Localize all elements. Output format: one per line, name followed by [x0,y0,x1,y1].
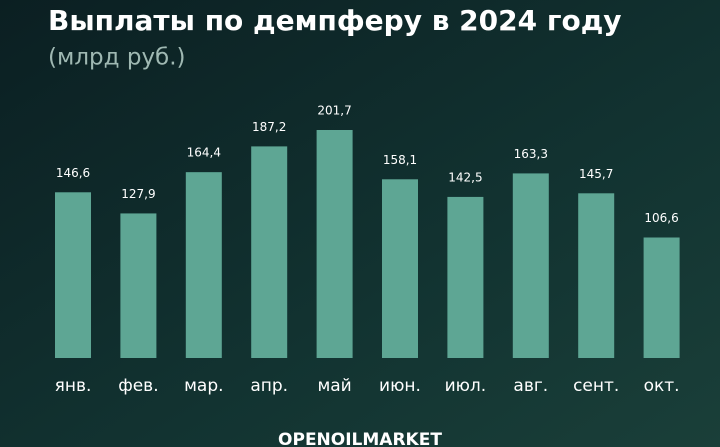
chart-subtitle: (млрд руб.) [48,45,186,71]
x-tick-label: мар. [184,376,223,396]
value-label: 164,4 [187,146,221,160]
value-label: 146,6 [56,166,90,180]
value-label: 201,7 [317,104,351,118]
x-tick-label: авг. [513,376,548,396]
x-tick-label: сент. [573,376,619,396]
x-tick-label: июл. [445,376,487,396]
x-tick-label: янв. [55,376,92,396]
logo: OPENOILMARKET [278,430,442,447]
value-label: 106,6 [644,211,678,225]
bar [251,146,288,358]
bar [316,130,353,358]
value-label: 145,7 [579,167,613,181]
value-label: 127,9 [121,187,155,201]
bar [512,173,549,358]
bar [55,192,91,358]
chart-title: Выплаты по демпферу в 2024 году [48,4,622,37]
x-tick-label: окт. [644,376,680,396]
bar [578,193,615,358]
bar [643,237,680,358]
value-label: 187,2 [252,120,286,134]
value-label: 142,5 [448,170,482,184]
x-tick-label: апр. [250,376,288,396]
x-tick-label: июн. [379,376,421,396]
value-label: 163,3 [514,147,548,161]
bar [185,172,222,358]
x-tick-label: фев. [118,376,158,396]
x-tick-label: май [317,376,351,396]
value-label: 158,1 [383,153,417,167]
bar [382,179,418,358]
bar [120,213,157,358]
bar [447,196,484,358]
